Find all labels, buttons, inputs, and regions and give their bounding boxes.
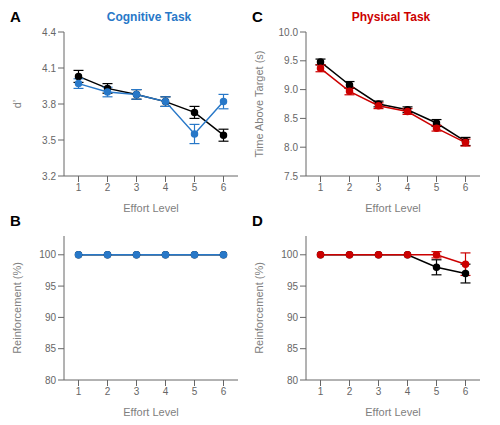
svg-text:5: 5 [434, 182, 440, 193]
svg-text:5: 5 [434, 386, 440, 397]
svg-text:5: 5 [192, 386, 198, 397]
svg-text:3.5: 3.5 [42, 135, 56, 146]
svg-text:d’: d’ [11, 100, 23, 109]
svg-text:3: 3 [134, 386, 140, 397]
svg-text:9.0: 9.0 [284, 84, 298, 95]
svg-text:Effort Level: Effort Level [365, 202, 420, 212]
svg-text:8.0: 8.0 [284, 142, 298, 153]
html-text:B: B [10, 212, 21, 229]
svg-text:1: 1 [76, 182, 82, 193]
html-text:Cognitive Task: Cognitive Task [106, 10, 192, 24]
svg-text:90: 90 [287, 312, 299, 323]
svg-text:3.8: 3.8 [42, 99, 56, 110]
svg-text:80: 80 [287, 375, 299, 386]
svg-text:Effort Level: Effort Level [123, 202, 178, 212]
svg-text:4: 4 [405, 386, 411, 397]
html-text:C: C [252, 8, 263, 25]
svg-text:4: 4 [405, 182, 411, 193]
svg-text:4.4: 4.4 [42, 27, 56, 38]
svg-text:Reinforcement (%): Reinforcement (%) [253, 262, 265, 354]
svg-text:8.5: 8.5 [284, 113, 298, 124]
svg-text:95: 95 [45, 281, 57, 292]
html-text:Physical Task: Physical Task [351, 10, 431, 24]
svg-text:6: 6 [463, 386, 469, 397]
svg-text:Effort Level: Effort Level [365, 406, 420, 416]
svg-text:2: 2 [347, 386, 353, 397]
svg-text:3.2: 3.2 [42, 171, 56, 182]
svg-text:4.1: 4.1 [42, 63, 56, 74]
svg-text:7.5: 7.5 [284, 171, 298, 182]
svg-text:2: 2 [105, 182, 111, 193]
svg-text:3: 3 [376, 386, 382, 397]
svg-text:4: 4 [163, 182, 169, 193]
svg-text:6: 6 [221, 182, 227, 193]
svg-text:90: 90 [45, 312, 57, 323]
svg-text:1: 1 [318, 182, 324, 193]
svg-text:85: 85 [45, 343, 57, 354]
svg-text:6: 6 [221, 386, 227, 397]
svg-text:Effort Level: Effort Level [123, 406, 178, 416]
svg-text:3: 3 [376, 182, 382, 193]
svg-text:2: 2 [347, 182, 353, 193]
svg-text:Time Above Target (s): Time Above Target (s) [253, 51, 265, 158]
svg-text:100: 100 [39, 249, 56, 260]
svg-text:1: 1 [76, 386, 82, 397]
svg-text:95: 95 [287, 281, 299, 292]
svg-text:80: 80 [45, 375, 57, 386]
svg-text:100: 100 [281, 249, 298, 260]
svg-text:10.0: 10.0 [279, 27, 299, 38]
svg-text:6: 6 [463, 182, 469, 193]
html-text:A: A [10, 8, 21, 25]
svg-text:3: 3 [134, 182, 140, 193]
svg-text:1: 1 [318, 386, 324, 397]
svg-text:4: 4 [163, 386, 169, 397]
svg-text:85: 85 [287, 343, 299, 354]
svg-text:Reinforcement (%): Reinforcement (%) [11, 262, 23, 354]
svg-text:9.5: 9.5 [284, 55, 298, 66]
svg-text:2: 2 [105, 386, 111, 397]
html-text:D: D [252, 212, 263, 229]
svg-text:5: 5 [192, 182, 198, 193]
